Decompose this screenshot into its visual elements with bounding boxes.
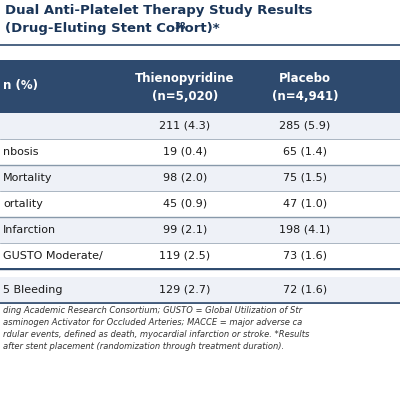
- Text: 285 (5.9): 285 (5.9): [279, 121, 331, 131]
- Text: n (%): n (%): [3, 79, 38, 92]
- Text: 73 (1.6): 73 (1.6): [283, 251, 327, 261]
- Bar: [0, 60, 400, 113]
- Text: GUSTO Moderate/: GUSTO Moderate/: [3, 251, 103, 261]
- Bar: [0, 277, 400, 303]
- Text: 5 Bleeding: 5 Bleeding: [3, 285, 62, 295]
- Text: Mortality: Mortality: [3, 173, 52, 183]
- Text: (n=4,941): (n=4,941): [272, 90, 338, 102]
- Bar: [0, 217, 400, 243]
- Text: 38: 38: [174, 22, 186, 31]
- Text: Placebo: Placebo: [279, 72, 331, 85]
- Text: 211 (4.3): 211 (4.3): [160, 121, 210, 131]
- Text: 119 (2.5): 119 (2.5): [160, 251, 210, 261]
- Text: ortality: ortality: [3, 199, 43, 209]
- Bar: [0, 139, 400, 165]
- Text: 19 (0.4): 19 (0.4): [163, 147, 207, 157]
- Text: (Drug-Eluting Stent Cohort)*: (Drug-Eluting Stent Cohort)*: [5, 22, 220, 35]
- Text: 99 (2.1): 99 (2.1): [163, 225, 207, 235]
- Text: Dual Anti-Platelet Therapy Study Results: Dual Anti-Platelet Therapy Study Results: [5, 4, 312, 17]
- Text: Infarction: Infarction: [3, 225, 56, 235]
- Text: nbosis: nbosis: [3, 147, 38, 157]
- Text: 72 (1.6): 72 (1.6): [283, 285, 327, 295]
- Text: 129 (2.7): 129 (2.7): [159, 285, 211, 295]
- Text: 65 (1.4): 65 (1.4): [283, 147, 327, 157]
- Text: 47 (1.0): 47 (1.0): [283, 199, 327, 209]
- Bar: [0, 243, 400, 269]
- Bar: [0, 269, 400, 277]
- Text: 198 (4.1): 198 (4.1): [279, 225, 331, 235]
- Text: 45 (0.9): 45 (0.9): [163, 199, 207, 209]
- Text: 75 (1.5): 75 (1.5): [283, 173, 327, 183]
- Text: 98 (2.0): 98 (2.0): [163, 173, 207, 183]
- Bar: [0, 113, 400, 139]
- Bar: [0, 165, 400, 191]
- Bar: [0, 191, 400, 217]
- Text: (n=5,020): (n=5,020): [152, 90, 218, 102]
- Text: ding Academic Research Consortium; GUSTO = Global Utilization of Str
asminogen A: ding Academic Research Consortium; GUSTO…: [3, 306, 309, 352]
- Text: Thienopyridine: Thienopyridine: [135, 72, 235, 85]
